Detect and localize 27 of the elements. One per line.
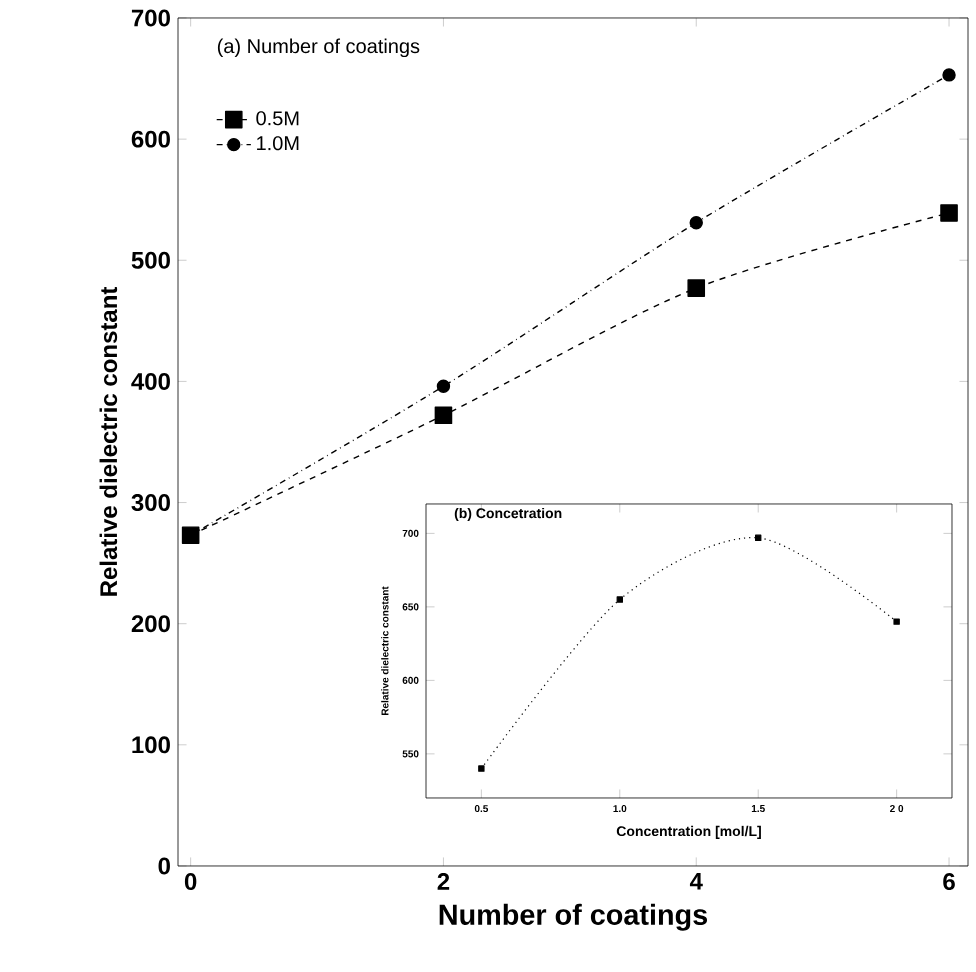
legend-label: 1.0M [257,136,299,151]
point [616,596,623,603]
y-tick-label: 400 [131,372,170,390]
x-tick-label: 6 [943,873,955,891]
point [478,765,485,772]
y-axis-title: Relative dielectric constant [99,286,118,596]
point [434,406,453,425]
point [755,534,762,541]
x-axis-title: Number of coatings [439,903,708,931]
point [436,379,451,393]
point [942,68,956,82]
y-tick-label: 700 [131,9,170,27]
x-tick-label: 2 [437,873,450,890]
y-tick-label: 100 [132,736,170,754]
y-tick-label: 500 [131,251,170,269]
y-tick-label: 600 [131,130,170,148]
legend-label: 0.5M [256,111,299,126]
point [689,216,703,230]
y-tick-label: 200 [131,615,170,633]
text: (a) Number of coatings [217,38,420,58]
x-tick-label: 4 [689,873,703,890]
y-tick-label: 300 [131,494,170,512]
point [940,204,958,222]
point [893,618,900,625]
point [687,279,706,297]
x-tick-label: 0 [184,873,197,891]
y-tick-label: 0 [158,857,170,875]
